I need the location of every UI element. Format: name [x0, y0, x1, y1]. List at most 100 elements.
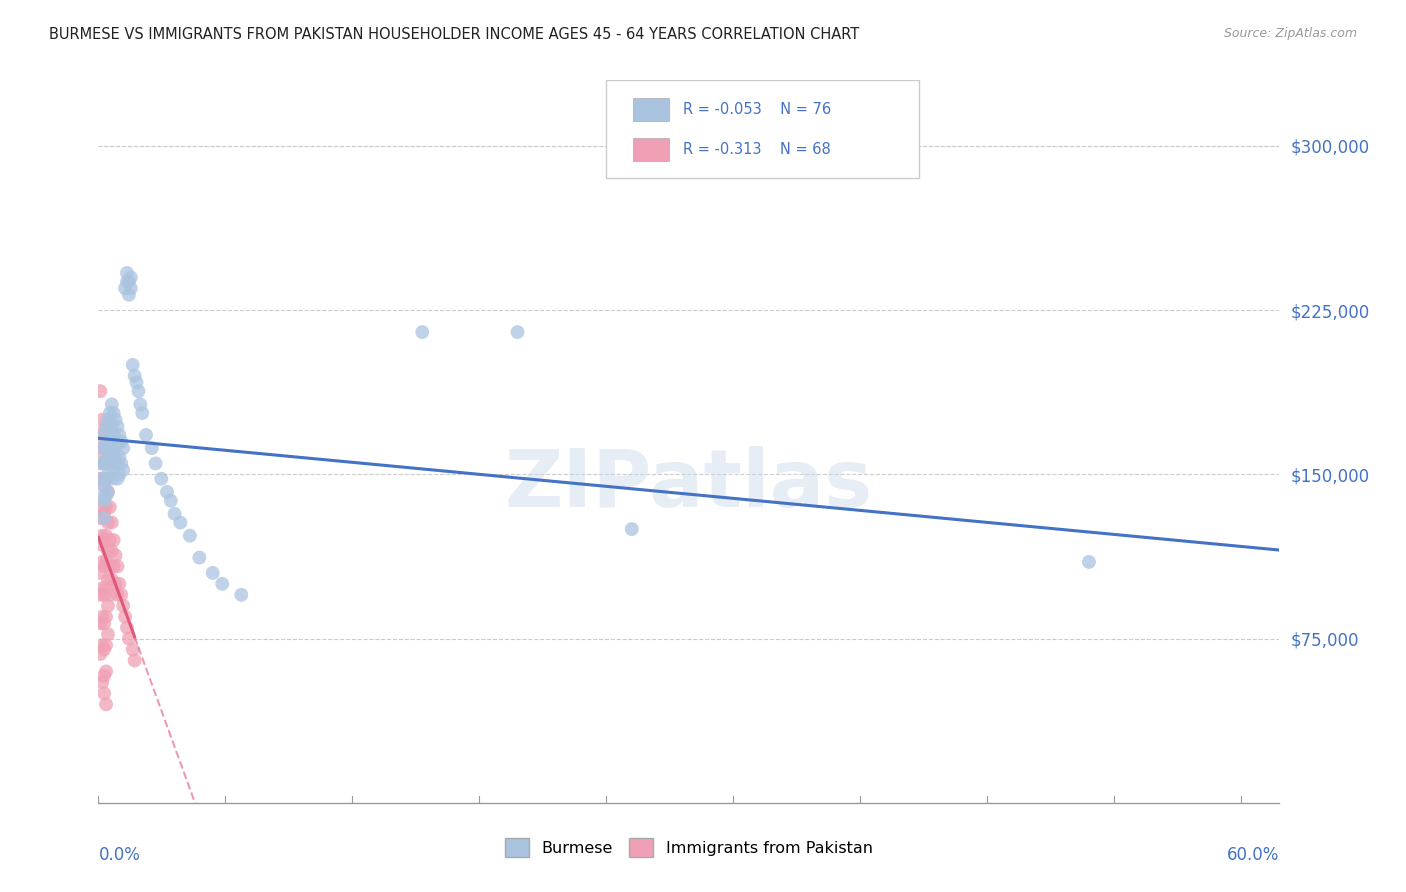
- Point: [89, 472, 111, 486]
- Point: [112, 463, 135, 477]
- Point: [91, 638, 114, 652]
- Point: [94, 529, 117, 543]
- Point: [124, 653, 146, 667]
- Point: [129, 397, 152, 411]
- Point: [104, 549, 127, 563]
- FancyBboxPatch shape: [634, 137, 669, 161]
- Point: [93, 457, 115, 471]
- Point: [93, 478, 115, 492]
- Point: [89, 616, 111, 631]
- Point: [91, 489, 114, 503]
- Point: [94, 472, 117, 486]
- Point: [91, 445, 114, 459]
- Point: [124, 368, 146, 383]
- Point: [98, 457, 121, 471]
- Point: [150, 472, 173, 486]
- Point: [127, 384, 149, 399]
- Point: [107, 472, 129, 486]
- Point: [110, 434, 132, 449]
- Point: [89, 511, 111, 525]
- Point: [104, 434, 127, 449]
- Legend: Burmese, Immigrants from Pakistan: Burmese, Immigrants from Pakistan: [499, 831, 879, 863]
- Point: [97, 450, 120, 464]
- Point: [1078, 555, 1101, 569]
- Point: [93, 616, 115, 631]
- Point: [94, 489, 117, 503]
- Point: [93, 533, 115, 547]
- Point: [94, 581, 117, 595]
- FancyBboxPatch shape: [606, 80, 920, 178]
- Point: [93, 669, 115, 683]
- Point: [100, 516, 122, 530]
- Point: [89, 566, 111, 580]
- Point: [159, 493, 181, 508]
- Point: [103, 559, 125, 574]
- Text: Source: ZipAtlas.com: Source: ZipAtlas.com: [1223, 27, 1357, 40]
- Point: [94, 698, 117, 712]
- Point: [91, 472, 114, 486]
- Point: [104, 450, 127, 464]
- Point: [100, 397, 122, 411]
- Point: [89, 537, 111, 551]
- Point: [107, 419, 129, 434]
- Point: [94, 609, 117, 624]
- Point: [91, 555, 114, 569]
- Text: R = -0.053    N = 76: R = -0.053 N = 76: [683, 102, 831, 117]
- Point: [110, 588, 132, 602]
- Point: [93, 457, 115, 471]
- Point: [201, 566, 224, 580]
- Point: [93, 428, 115, 442]
- Point: [115, 275, 138, 289]
- Point: [108, 467, 131, 482]
- Point: [93, 478, 115, 492]
- Point: [98, 406, 121, 420]
- Point: [141, 441, 163, 455]
- Point: [188, 550, 211, 565]
- Point: [89, 434, 111, 449]
- Point: [506, 325, 529, 339]
- Point: [98, 533, 121, 547]
- Point: [103, 463, 125, 477]
- Point: [98, 588, 121, 602]
- Point: [94, 638, 117, 652]
- Point: [89, 457, 111, 471]
- Point: [108, 577, 131, 591]
- Point: [107, 588, 129, 602]
- Point: [112, 441, 135, 455]
- Point: [107, 439, 129, 453]
- Point: [94, 419, 117, 434]
- Point: [121, 358, 143, 372]
- Point: [97, 484, 120, 499]
- Text: ZIPatlas: ZIPatlas: [505, 446, 873, 524]
- Point: [118, 632, 141, 646]
- Point: [97, 450, 120, 464]
- Point: [98, 424, 121, 438]
- Point: [97, 573, 120, 587]
- Point: [91, 581, 114, 595]
- Text: 0.0%: 0.0%: [98, 847, 141, 864]
- Point: [131, 406, 153, 420]
- Point: [98, 441, 121, 455]
- Text: R = -0.313    N = 68: R = -0.313 N = 68: [683, 142, 831, 157]
- Point: [91, 412, 114, 426]
- Point: [114, 281, 136, 295]
- Point: [93, 559, 115, 574]
- Point: [89, 384, 111, 399]
- Point: [93, 686, 115, 700]
- Point: [125, 376, 148, 390]
- Point: [169, 516, 191, 530]
- Point: [94, 457, 117, 471]
- Point: [211, 577, 233, 591]
- Point: [100, 544, 122, 558]
- Point: [110, 457, 132, 471]
- Point: [93, 424, 115, 438]
- Text: 60.0%: 60.0%: [1227, 847, 1279, 864]
- Point: [107, 559, 129, 574]
- Point: [98, 559, 121, 574]
- Point: [91, 472, 114, 486]
- Point: [94, 472, 117, 486]
- Point: [103, 428, 125, 442]
- Point: [91, 529, 114, 543]
- Point: [100, 441, 122, 455]
- Point: [120, 270, 142, 285]
